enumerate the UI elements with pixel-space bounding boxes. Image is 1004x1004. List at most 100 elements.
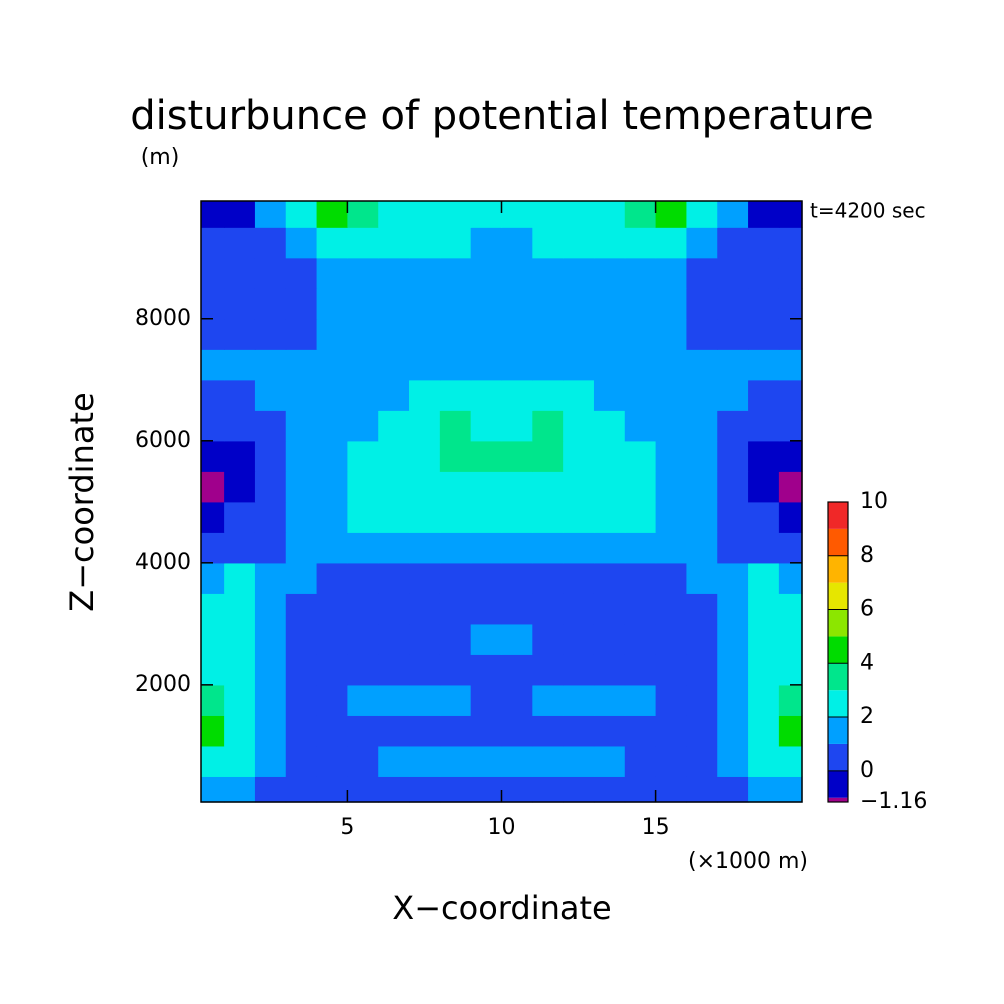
contour-cell (686, 288, 718, 320)
contour-cell (285, 379, 318, 411)
contour-cell (563, 201, 595, 228)
contour-cell (748, 471, 780, 503)
contour-cell (624, 349, 657, 381)
contour-cell (285, 471, 318, 503)
contour-cell (686, 471, 718, 503)
contour-cell (593, 201, 626, 228)
contour-cell (778, 410, 803, 442)
contour-cell (717, 776, 749, 803)
contour-cell (501, 257, 533, 289)
contour-cell (593, 379, 626, 411)
colorbar-segment (828, 582, 848, 610)
contour-cell (501, 501, 533, 533)
contour-cell (624, 471, 657, 503)
contour-cell (655, 501, 688, 533)
contour-cell (378, 349, 410, 381)
contour-cell (655, 593, 688, 625)
colorbar-segment (828, 502, 848, 529)
contour-cell (316, 318, 348, 350)
contour-cell (347, 776, 379, 803)
contour-cell (624, 562, 657, 594)
contour-cell (316, 562, 348, 594)
contour-cell (470, 257, 503, 289)
contour-cell (378, 440, 410, 472)
contour-cell (717, 623, 749, 655)
contour-cell (378, 288, 410, 320)
contour-cell (778, 201, 803, 228)
colorbar-tick-label: −1.16 (860, 789, 927, 814)
contour-cell (378, 684, 410, 716)
contour-cell (593, 776, 626, 803)
colorbar-segment (828, 717, 848, 744)
contour-cell (201, 440, 225, 472)
colorbar-tick-label: 8 (860, 543, 874, 568)
contour-cell (717, 227, 749, 259)
contour-cell (748, 349, 780, 381)
contour-cell (655, 410, 688, 442)
contour-cell (717, 201, 749, 228)
contour-cell (409, 379, 441, 411)
contour-cell (532, 532, 564, 564)
colorbar-segment (828, 743, 848, 771)
contour-cell (316, 379, 348, 411)
contour-cell (655, 623, 688, 655)
contour-cell (778, 623, 803, 655)
contour-cell (655, 562, 688, 594)
x-tick-label: 5 (340, 815, 354, 840)
contour-cell (624, 654, 657, 686)
contour-cell (378, 654, 410, 686)
contour-cell (224, 227, 256, 259)
contour-cell (563, 288, 595, 320)
contour-cell (285, 623, 318, 655)
contour-cell (686, 379, 718, 411)
contour-cell (501, 410, 533, 442)
contour-cell (686, 715, 718, 747)
contour-cell (285, 201, 318, 228)
contour-cell (224, 532, 256, 564)
contour-cell (201, 745, 225, 777)
contour-cell (470, 654, 503, 686)
contour-cell (439, 288, 472, 320)
contour-cell (717, 715, 749, 747)
contour-cell (501, 318, 533, 350)
contour-cell (778, 654, 803, 686)
contour-cell (409, 593, 441, 625)
contour-cell (624, 440, 657, 472)
contour-cell (563, 684, 595, 716)
y-tick-label: 2000 (135, 672, 191, 697)
contour-cell (624, 501, 657, 533)
contour-cell (563, 745, 595, 777)
contour-cell (624, 623, 657, 655)
contour-cell (378, 227, 410, 259)
contour-cell (439, 379, 472, 411)
contour-cell (439, 684, 472, 716)
contour-cell (748, 318, 780, 350)
contour-cell (439, 501, 472, 533)
contour-cell (563, 776, 595, 803)
contour-cell (285, 440, 318, 472)
contour-cell (593, 288, 626, 320)
contour-cell (201, 471, 225, 503)
contour-cell (748, 257, 780, 289)
contour-cell (409, 776, 441, 803)
contour-cell (593, 623, 626, 655)
contour-cell (439, 227, 472, 259)
contour-cell (686, 501, 718, 533)
contour-cell (470, 623, 503, 655)
contour-cell (439, 318, 472, 350)
contour-cell (778, 471, 803, 503)
contour-cell (563, 349, 595, 381)
colorbar-tick-label: 4 (860, 650, 874, 675)
contour-cell (409, 745, 441, 777)
contour-cell (501, 745, 533, 777)
contour-cell (686, 654, 718, 686)
contour-cell (624, 593, 657, 625)
contour-cell (201, 288, 225, 320)
contour-cell (717, 593, 749, 625)
contour-cell (201, 623, 225, 655)
contour-cell (717, 471, 749, 503)
contour-cell (285, 410, 318, 442)
contour-cell (717, 745, 749, 777)
contour-cell (532, 410, 564, 442)
contour-cell (593, 562, 626, 594)
